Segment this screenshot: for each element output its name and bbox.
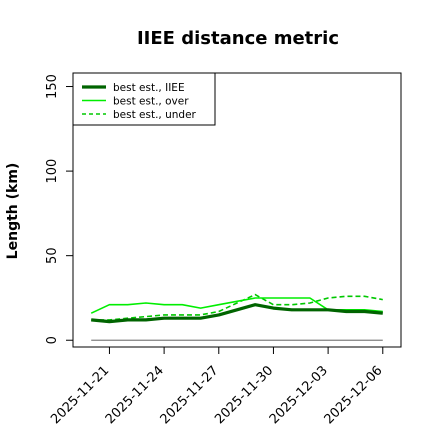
y-tick-label: 150 <box>45 74 60 99</box>
y-tick-label: 50 <box>45 247 60 264</box>
chart-title: IIEE distance metric <box>137 28 339 49</box>
series-line-best-est-iiee <box>91 303 383 324</box>
y-axis-label: Length (km) <box>5 163 21 260</box>
legend-box <box>72 72 216 126</box>
x-tick-label: 2025-12-06 <box>322 363 386 427</box>
legend-label: best est., under <box>113 109 197 121</box>
axes: 0501001502025-11-212025-11-242025-11-272… <box>45 74 386 427</box>
legend-label: best est., over <box>113 96 189 108</box>
series-line-best-est-under <box>91 293 383 321</box>
y-tick-label: 100 <box>45 159 60 184</box>
series-layer <box>90 293 383 324</box>
plot-frame <box>72 72 402 348</box>
y-tick-label: 0 <box>45 336 60 344</box>
legend-label: best est., IIEE <box>113 82 185 94</box>
